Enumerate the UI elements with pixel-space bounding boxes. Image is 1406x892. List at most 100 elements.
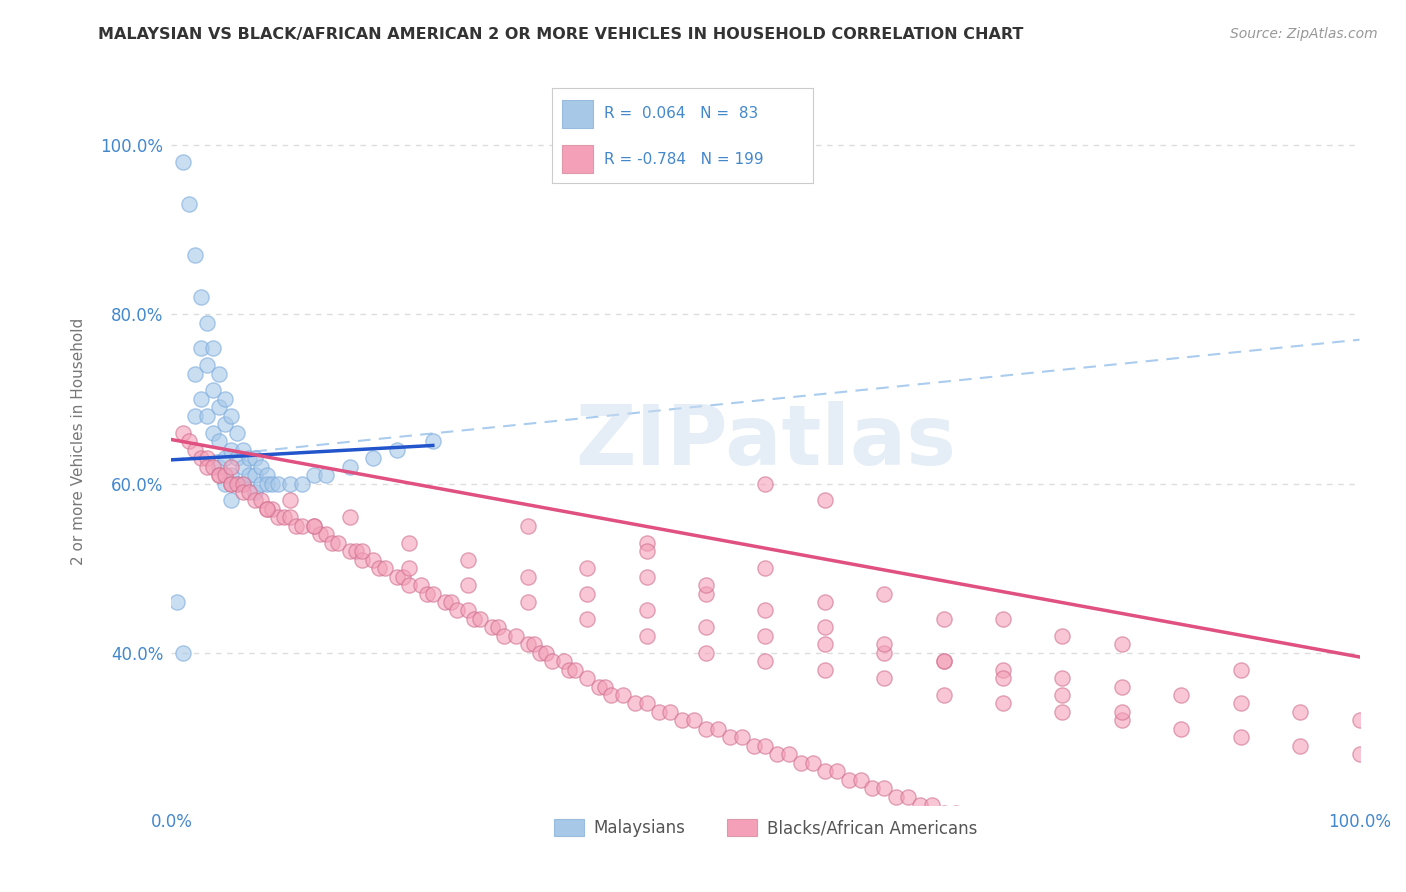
Point xyxy=(1348,747,1371,762)
Point xyxy=(884,789,907,804)
Point xyxy=(184,442,207,457)
Point xyxy=(636,629,658,643)
Point xyxy=(249,493,271,508)
Point xyxy=(534,646,557,660)
Point xyxy=(302,468,325,483)
Point xyxy=(1028,840,1050,855)
Point xyxy=(1039,840,1062,855)
Point xyxy=(1098,865,1121,880)
Point xyxy=(302,518,325,533)
Point xyxy=(814,663,837,677)
Point xyxy=(208,367,231,381)
Point xyxy=(932,612,955,626)
Point xyxy=(647,705,669,719)
Point xyxy=(195,358,218,372)
Point xyxy=(991,612,1014,626)
Point xyxy=(576,671,599,685)
Point xyxy=(184,367,207,381)
Point xyxy=(256,502,278,516)
Point xyxy=(256,476,278,491)
Point xyxy=(256,502,278,516)
Point xyxy=(350,544,373,558)
Point xyxy=(166,595,188,609)
Point xyxy=(754,476,776,491)
Point xyxy=(1146,882,1168,892)
Point xyxy=(243,493,266,508)
Point xyxy=(1015,831,1038,846)
Point xyxy=(766,747,789,762)
Point xyxy=(232,476,254,491)
Point xyxy=(814,620,837,634)
Point xyxy=(908,797,931,812)
Point xyxy=(321,535,343,549)
Point xyxy=(278,510,301,524)
Legend: Malaysians, Blacks/African Americans: Malaysians, Blacks/African Americans xyxy=(547,813,984,844)
Point xyxy=(593,680,616,694)
Point xyxy=(600,688,623,702)
Point xyxy=(754,629,776,643)
Point xyxy=(790,756,813,770)
Point xyxy=(291,518,314,533)
Point xyxy=(945,806,967,821)
Point xyxy=(1111,637,1133,651)
Point xyxy=(636,544,658,558)
Point xyxy=(695,722,717,736)
Point xyxy=(742,739,765,753)
Point xyxy=(184,248,207,262)
Point xyxy=(225,451,247,466)
Point xyxy=(179,434,201,449)
Point xyxy=(1289,739,1312,753)
Point xyxy=(659,705,682,719)
Point xyxy=(801,756,824,770)
Point xyxy=(754,739,776,753)
Point xyxy=(195,459,218,474)
Point xyxy=(991,823,1014,838)
Point xyxy=(214,417,236,432)
Point xyxy=(576,612,599,626)
Point xyxy=(1170,891,1192,892)
Point xyxy=(897,789,920,804)
Point xyxy=(1111,705,1133,719)
Point xyxy=(285,518,308,533)
Point xyxy=(991,671,1014,685)
Point xyxy=(208,434,231,449)
Point xyxy=(486,620,509,634)
Point xyxy=(873,637,896,651)
Point xyxy=(339,544,361,558)
Point xyxy=(249,476,271,491)
Point xyxy=(1111,714,1133,728)
Point xyxy=(457,603,479,617)
Point xyxy=(1076,857,1098,871)
Point xyxy=(523,637,546,651)
Point xyxy=(267,510,290,524)
Point xyxy=(718,731,741,745)
Point xyxy=(516,518,538,533)
Point xyxy=(172,425,194,440)
Point xyxy=(219,459,242,474)
Point xyxy=(1182,891,1205,892)
Point xyxy=(1289,705,1312,719)
Point xyxy=(385,569,408,583)
Point xyxy=(195,409,218,423)
Point xyxy=(249,459,271,474)
Point xyxy=(558,663,581,677)
Point xyxy=(873,781,896,796)
Point xyxy=(463,612,485,626)
Point xyxy=(636,569,658,583)
Point xyxy=(190,451,212,466)
Point xyxy=(315,468,337,483)
Point xyxy=(368,561,391,575)
Point xyxy=(1111,680,1133,694)
Point xyxy=(238,485,260,500)
Point xyxy=(695,586,717,600)
Point xyxy=(202,425,225,440)
Point xyxy=(516,569,538,583)
Point xyxy=(232,459,254,474)
Point xyxy=(588,680,610,694)
Point xyxy=(446,603,468,617)
Point xyxy=(516,637,538,651)
Point xyxy=(1052,848,1074,863)
Point xyxy=(969,814,991,829)
Point xyxy=(932,806,955,821)
Point xyxy=(1229,731,1251,745)
